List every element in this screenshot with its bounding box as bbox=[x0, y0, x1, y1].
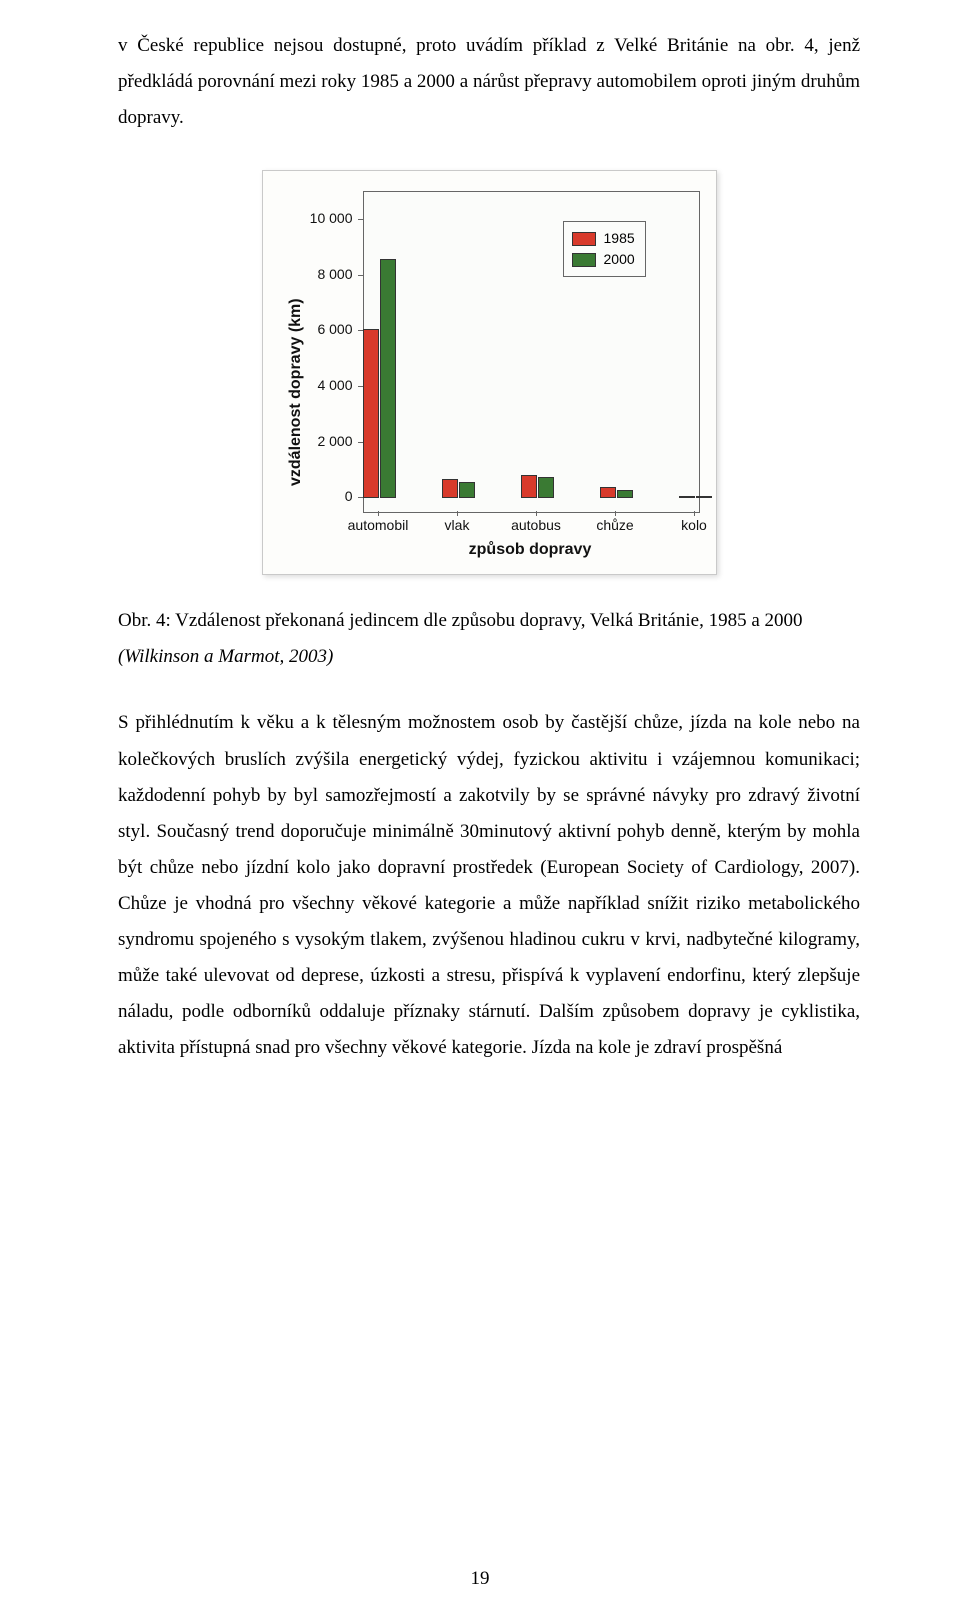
legend-label: 2000 bbox=[604, 249, 635, 270]
bar bbox=[521, 475, 537, 498]
transport-chart: 0 2 000 4 000 6 000 8 000 10 000 vzdálenost do… bbox=[262, 170, 717, 575]
ytick-label: 10 000 bbox=[263, 210, 353, 226]
xtick-label: autobus bbox=[501, 517, 571, 533]
ytick-label: 0 bbox=[263, 488, 353, 504]
bar bbox=[459, 482, 475, 499]
ytick-label: 6 000 bbox=[263, 321, 353, 337]
paragraph-body: S přihlédnutím k věku a k tělesným možno… bbox=[118, 705, 860, 1066]
bar bbox=[363, 329, 379, 499]
bar bbox=[538, 477, 554, 498]
ytick-mark bbox=[358, 330, 363, 331]
xtick-mark bbox=[457, 511, 458, 516]
ytick-mark bbox=[358, 497, 363, 498]
bar bbox=[617, 490, 633, 499]
bar bbox=[696, 496, 712, 498]
ytick-label: 8 000 bbox=[263, 266, 353, 282]
chart-legend: 19852000 bbox=[563, 221, 646, 277]
xtick-label: vlak bbox=[422, 517, 492, 533]
bar bbox=[679, 496, 695, 498]
legend-swatch bbox=[572, 232, 596, 246]
bar bbox=[600, 487, 616, 498]
ytick-mark bbox=[358, 386, 363, 387]
y-axis-label: vzdálenost dopravy (km) bbox=[287, 298, 305, 486]
figure-caption: Obr. 4: Vzdálenost překonaná jedincem dl… bbox=[118, 603, 860, 675]
xtick-label: kolo bbox=[659, 517, 729, 533]
document-page: v České republice nejsou dostupné, proto… bbox=[0, 0, 960, 1614]
legend-item: 2000 bbox=[572, 249, 635, 270]
ytick-mark bbox=[358, 219, 363, 220]
ytick-label: 4 000 bbox=[263, 377, 353, 393]
xtick-label: automobil bbox=[343, 517, 413, 533]
xtick-label: chůze bbox=[580, 517, 650, 533]
legend-swatch bbox=[572, 253, 596, 267]
xtick-mark bbox=[378, 511, 379, 516]
legend-label: 1985 bbox=[604, 228, 635, 249]
x-axis-label: způsob dopravy bbox=[363, 541, 698, 559]
ytick-label: 2 000 bbox=[263, 433, 353, 449]
page-number: 19 bbox=[0, 1568, 960, 1590]
caption-text: Obr. 4: Vzdálenost překonaná jedincem dl… bbox=[118, 610, 803, 631]
bar bbox=[380, 259, 396, 498]
bar bbox=[442, 479, 458, 498]
xtick-mark bbox=[694, 511, 695, 516]
legend-item: 1985 bbox=[572, 228, 635, 249]
xtick-mark bbox=[615, 511, 616, 516]
caption-citation: (Wilkinson a Marmot, 2003) bbox=[118, 646, 333, 667]
ytick-mark bbox=[358, 275, 363, 276]
ytick-mark bbox=[358, 442, 363, 443]
plot-area bbox=[363, 191, 700, 513]
paragraph-intro: v České republice nejsou dostupné, proto… bbox=[118, 28, 860, 136]
xtick-mark bbox=[536, 511, 537, 516]
